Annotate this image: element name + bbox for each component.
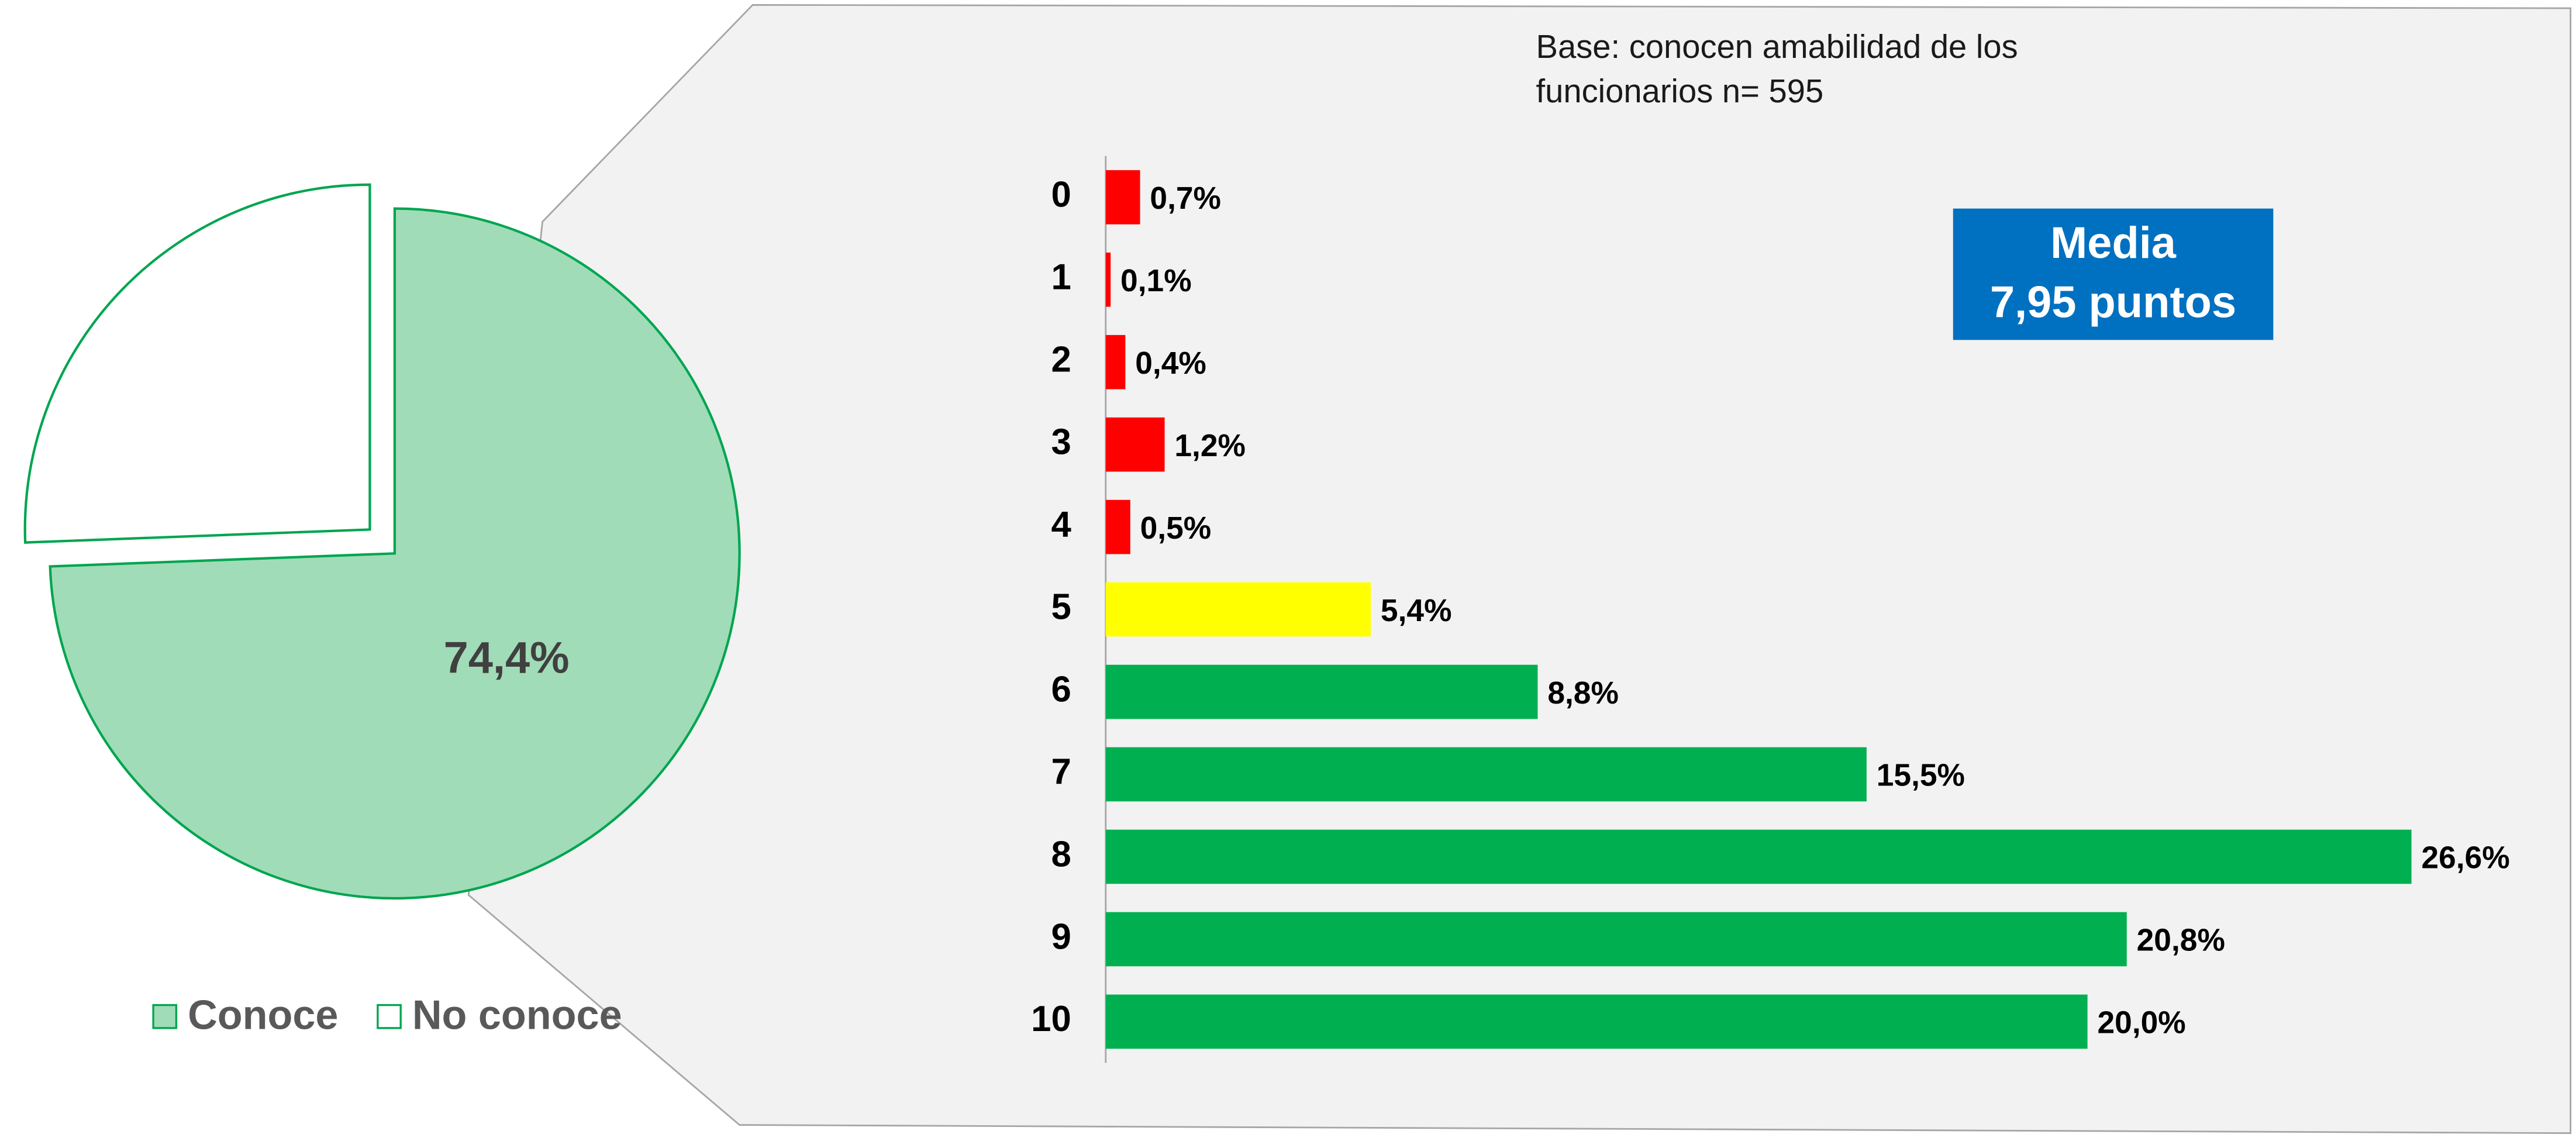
category-label: 3 [1051, 422, 1071, 462]
value-label: 20,8% [2137, 923, 2225, 958]
note: funcionarios n= 595 [1536, 73, 1824, 109]
legend-swatch [377, 1004, 402, 1029]
value-label: 0,4% [1135, 346, 1206, 381]
annotation-box [1953, 208, 2274, 340]
bar [1105, 170, 1140, 225]
pie-slice [23, 183, 371, 544]
annotation-text: Media [2050, 218, 2177, 268]
bar [1105, 994, 2088, 1049]
bar [1105, 829, 2412, 884]
value-label: 20,0% [2097, 1006, 2185, 1040]
value-label: 8,8% [1547, 676, 1619, 711]
category-label: 8 [1051, 834, 1071, 874]
value-label: 26,6% [2421, 841, 2509, 875]
category-label: 9 [1051, 916, 1071, 957]
value-label: 5,4% [1381, 594, 1452, 628]
bar [1105, 252, 1111, 307]
pie-slice [49, 207, 741, 900]
category-label: 1 [1051, 257, 1071, 298]
note: Base: conocen amabilidad de los [1536, 28, 2018, 65]
category-label: 0 [1051, 175, 1071, 215]
bar [1105, 912, 2127, 967]
slice-label: 74,4% [444, 633, 570, 682]
value-label: 15,5% [1877, 759, 1965, 793]
category-label: 6 [1051, 669, 1071, 709]
category-label: 5 [1051, 587, 1071, 627]
category-label: 4 [1051, 504, 1071, 544]
legend-label: No conoce [412, 992, 622, 1038]
bar [1105, 499, 1130, 554]
bar [1105, 747, 1867, 802]
bar [1105, 335, 1126, 389]
category-label: 10 [1031, 999, 1071, 1039]
category-label: 7 [1051, 752, 1071, 792]
value-label: 0,1% [1120, 264, 1192, 298]
bar [1105, 664, 1538, 719]
annotation-text: 7,95 puntos [1990, 277, 2236, 327]
legend-swatch [152, 1004, 178, 1029]
legend-label: Conoce [188, 992, 338, 1038]
value-label: 0,7% [1150, 181, 1221, 216]
value-label: 1,2% [1174, 429, 1246, 463]
category-label: 2 [1051, 339, 1071, 380]
value-label: 0,5% [1140, 511, 1212, 546]
bar [1105, 417, 1165, 472]
bar [1105, 582, 1371, 637]
